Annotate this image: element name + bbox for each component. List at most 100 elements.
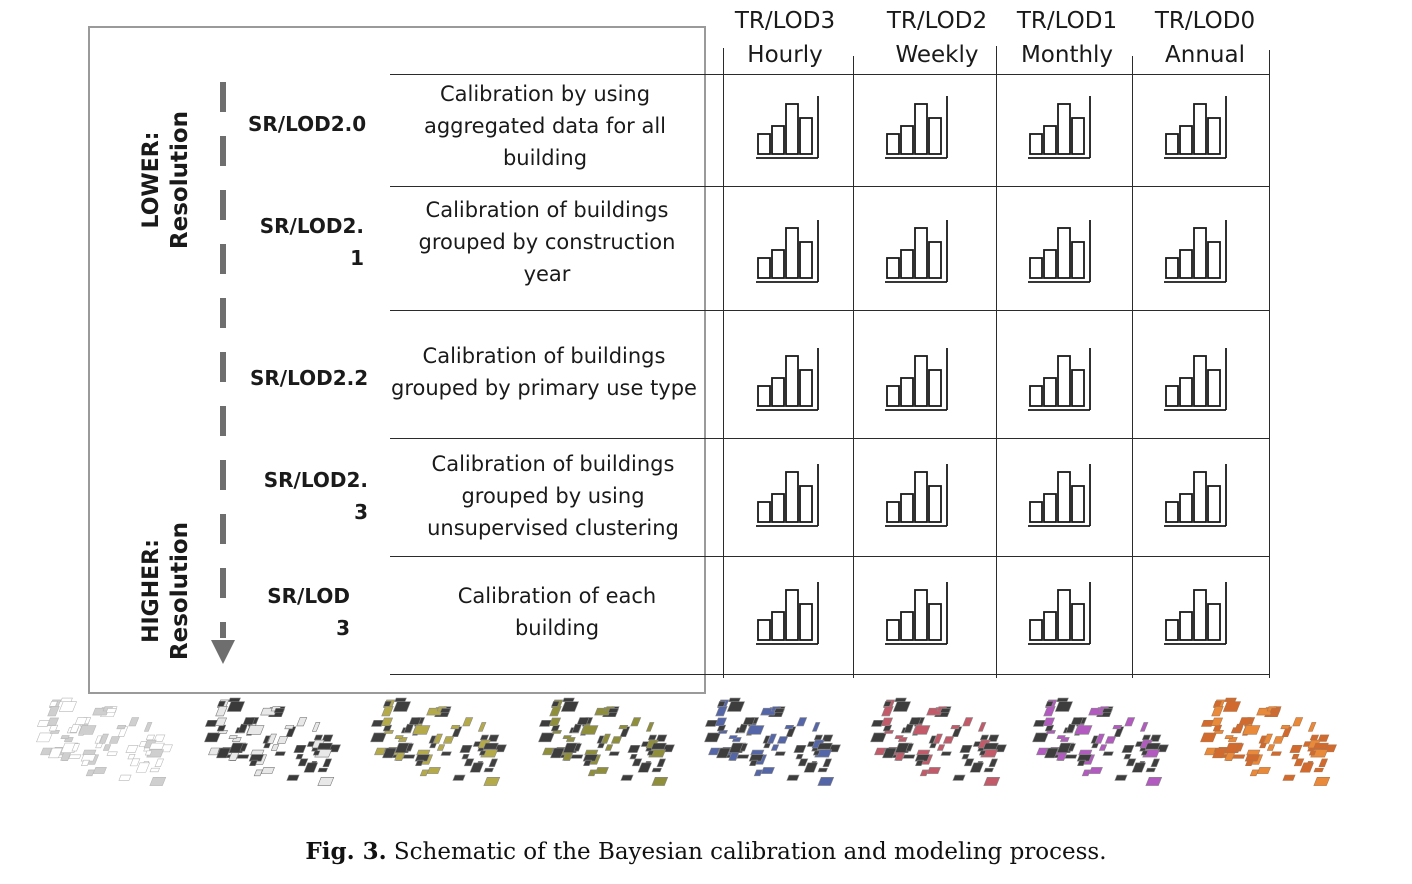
building-footprint (651, 767, 662, 773)
building-footprint (538, 732, 555, 743)
building-footprint (1043, 706, 1056, 717)
description-line: Calibration of buildings (425, 198, 669, 222)
building-footprint (303, 762, 318, 773)
building-footprint (1224, 697, 1237, 702)
building-footprint (405, 743, 414, 752)
building-footprint (928, 735, 937, 744)
building-footprint (627, 744, 641, 753)
col-header-lod: TR/LOD2 (886, 8, 988, 34)
building-footprint (1091, 742, 1100, 749)
icon-bar (1043, 611, 1057, 641)
building-footprint (1056, 697, 1069, 702)
building-footprint (440, 751, 452, 756)
building-footprint (936, 744, 946, 751)
bar-chart-icon (1028, 582, 1091, 645)
bar-chart-icon (1164, 348, 1227, 411)
building-footprint (263, 742, 272, 749)
row-description: Calibration of buildings grouped by prim… (386, 340, 702, 404)
icon-bar (1057, 227, 1071, 279)
building-footprint (74, 717, 88, 725)
icon-bar (1193, 103, 1207, 155)
building-footprint (746, 725, 765, 735)
building-footprint (1101, 708, 1113, 713)
icon-bar (1179, 493, 1193, 523)
grid-vline (1269, 50, 1270, 678)
building-footprint (656, 758, 667, 767)
building-footprint (601, 733, 611, 744)
building-footprint (92, 767, 107, 774)
icon-bar (1057, 471, 1071, 523)
building-footprint (796, 717, 808, 727)
icon-bar (1165, 257, 1179, 279)
bar-chart-icon (1164, 220, 1227, 283)
sr-label-line: SR/LOD2.2 (250, 366, 369, 390)
building-footprint (95, 742, 104, 749)
building-footprint (478, 750, 487, 756)
building-footprint (36, 732, 53, 743)
building-footprint (1139, 722, 1149, 732)
building-footprint (116, 724, 127, 730)
building-footprint (813, 734, 824, 741)
col-header-lod: TR/LOD1 (1016, 8, 1118, 34)
description-line: building (502, 146, 588, 170)
icon-bar (1043, 249, 1057, 279)
building-footprint (1124, 717, 1136, 727)
building-footprint (322, 758, 333, 767)
building-footprint (1263, 733, 1273, 744)
building-footprint (295, 754, 304, 760)
building-footprint (1150, 758, 1161, 767)
icon-bar (1207, 241, 1221, 279)
building-footprint (1308, 750, 1317, 756)
icon-bar (757, 385, 771, 407)
building-footprint (894, 697, 907, 702)
building-footprint (463, 758, 475, 767)
building-footprint (562, 697, 575, 702)
icon-bar (1179, 377, 1193, 407)
description-line: unsupervised clustering (427, 516, 679, 540)
building-footprint (145, 734, 156, 741)
icon-bar (914, 589, 928, 641)
building-footprint (774, 751, 786, 756)
building-footprint (1067, 743, 1076, 752)
building-footprint (382, 747, 397, 759)
icon-bar (1165, 133, 1179, 155)
bar-chart-icon (756, 348, 819, 411)
building-footprint (1044, 747, 1059, 759)
building-footprint (982, 742, 999, 750)
icon-bar (928, 369, 942, 407)
building-footprint (293, 744, 307, 753)
building-footprint (894, 735, 904, 739)
description-line: grouped by using (461, 484, 645, 508)
building-footprint (1246, 749, 1261, 756)
icon-bar (1207, 485, 1221, 523)
building-footprint (317, 777, 335, 786)
building-footprint (1299, 762, 1314, 773)
building-footprint (908, 717, 922, 725)
description-line: Calibration of buildings (422, 344, 666, 368)
building-footprint (1102, 751, 1114, 756)
building-footprint (549, 706, 562, 717)
building-footprint (487, 734, 500, 742)
building-footprint (81, 759, 90, 766)
building-footprint (1125, 758, 1137, 767)
icon-bar (928, 603, 942, 641)
building-footprint (1309, 734, 1320, 741)
description-line: Calibration of each (457, 584, 657, 608)
icon-bar (914, 227, 928, 279)
building-footprint (144, 750, 153, 756)
bar-chart-icon (1028, 220, 1091, 283)
building-footprint (148, 742, 165, 750)
building-footprint (1070, 717, 1084, 725)
building-footprint (1232, 754, 1246, 759)
building-footprint (452, 774, 466, 781)
building-footprint (1212, 724, 1223, 732)
building-footprint (983, 777, 1001, 786)
icon-bar (1071, 603, 1085, 641)
bar-chart-icon (885, 464, 948, 527)
building-footprint (939, 708, 951, 713)
icon-bar (1029, 257, 1043, 279)
icon-bar (914, 355, 928, 407)
col-header-tr-lod3: TR/LOD3 Hourly (726, 4, 844, 72)
